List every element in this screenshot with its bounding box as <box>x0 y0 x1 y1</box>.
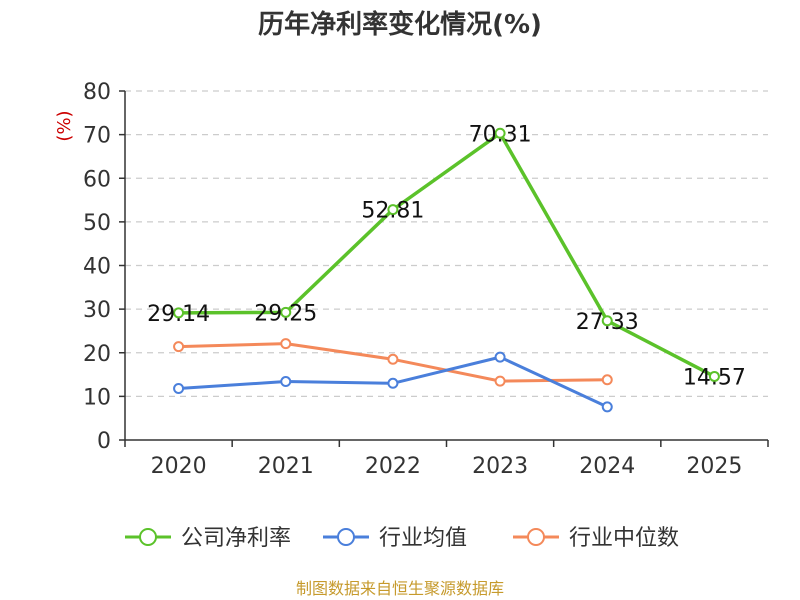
legend: 公司净利率 行业均值 行业中位数 <box>125 526 679 551</box>
y-tick-label: 40 <box>83 255 111 280</box>
x-tick-label: 2024 <box>579 454 635 479</box>
series-line-1 <box>178 131 716 378</box>
data-point <box>280 306 292 318</box>
data-point <box>494 375 506 387</box>
y-axis-label: (%) <box>54 110 75 141</box>
series-group <box>173 127 720 413</box>
data-label: 14.57 <box>683 365 746 390</box>
data-point <box>173 307 185 319</box>
x-tick-label: 2023 <box>472 454 528 479</box>
axes: 0 10 20 30 40 50 60 70 80 2020 2021 2022 2023 2024 202… <box>83 80 769 479</box>
data-label: 27.33 <box>576 310 639 335</box>
y-tick-label: 30 <box>83 298 111 323</box>
legend-marker <box>139 528 157 546</box>
data-point <box>173 383 185 395</box>
data-point <box>708 370 720 382</box>
data-point <box>494 351 506 363</box>
x-tick-label: 2025 <box>686 454 742 479</box>
data-point <box>601 374 613 386</box>
legend-marker <box>337 528 355 546</box>
data-point <box>387 377 399 389</box>
legend-label: 行业均值 <box>379 526 467 551</box>
legend-label: 行业中位数 <box>569 526 679 551</box>
data-label: 29.14 <box>147 302 210 327</box>
x-tick-label: 2021 <box>258 454 314 479</box>
gridlines <box>125 90 768 397</box>
x-tick-label: 2020 <box>151 454 207 479</box>
data-point <box>173 341 185 353</box>
data-point <box>280 376 292 388</box>
y-tick-label: 10 <box>83 385 111 410</box>
data-point <box>387 204 399 216</box>
y-tick-label: 70 <box>83 124 111 149</box>
data-label: 70.31 <box>469 122 532 147</box>
y-tick-label: 80 <box>83 80 111 105</box>
data-point <box>601 401 613 413</box>
data-point <box>601 315 613 327</box>
y-tick-label: 60 <box>83 167 111 192</box>
source-note: 制图数据来自恒生聚源数据库 <box>296 579 504 598</box>
chart-title: 历年净利率变化情况(%) <box>258 9 542 40</box>
data-point <box>280 338 292 350</box>
data-labels: 29.14 29.25 52.81 70.31 27.33 14.57 <box>147 122 746 390</box>
data-point <box>494 127 506 139</box>
data-label: 52.81 <box>361 199 424 224</box>
data-label: 29.25 <box>254 301 317 326</box>
data-point <box>387 353 399 365</box>
y-tick-label: 0 <box>97 429 111 454</box>
y-tick-label: 50 <box>83 211 111 236</box>
legend-label: 公司净利率 <box>181 526 291 551</box>
y-tick-label: 20 <box>83 342 111 367</box>
x-tick-label: 2022 <box>365 454 421 479</box>
legend-marker <box>527 528 545 546</box>
